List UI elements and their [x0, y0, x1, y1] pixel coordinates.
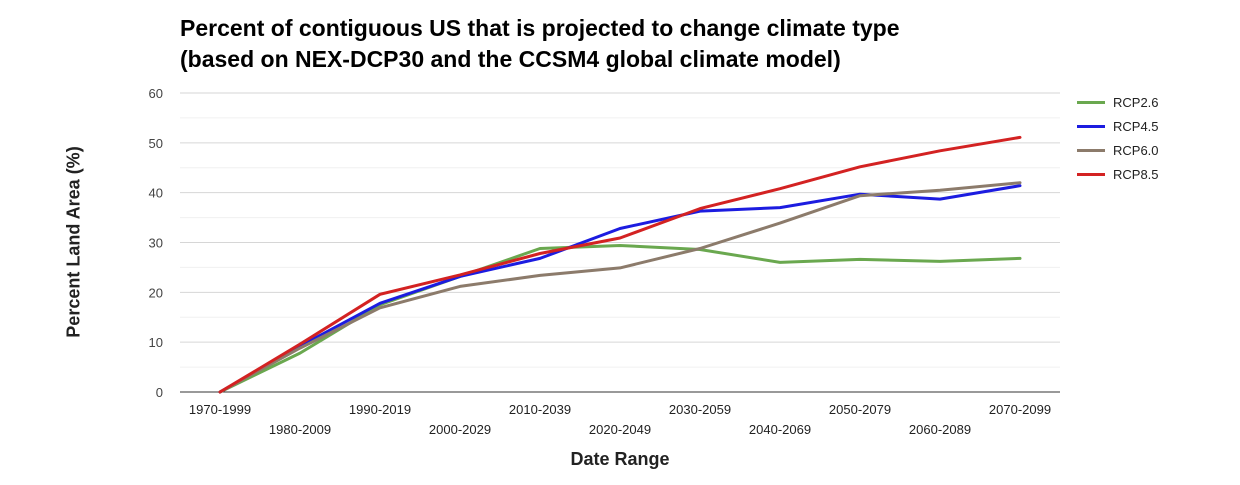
x-tick-label: 2050-2079: [829, 402, 891, 417]
legend-swatch: [1077, 148, 1105, 152]
x-tick-label: 1970-1999: [189, 402, 251, 417]
y-tick-label: 40: [149, 186, 163, 201]
x-tick-label: 2070-2099: [989, 402, 1051, 417]
series-line-rcp60: [218, 181, 1022, 394]
chart-title: Percent of contiguous US that is project…: [180, 13, 900, 75]
legend: RCP2.6 RCP4.5 RCP6.0 RCP8.5: [1077, 90, 1159, 186]
y-tick-label: 60: [149, 86, 163, 101]
y-tick-label: 0: [156, 385, 163, 400]
chart-title-line2: (based on NEX-DCP30 and the CCSM4 global…: [180, 46, 841, 72]
y-tick-label: 30: [149, 236, 163, 251]
x-tick-label: 2000-2029: [429, 422, 491, 437]
x-tick-label: 2020-2049: [589, 422, 651, 437]
x-tick-label: 2030-2059: [669, 402, 731, 417]
chart-title-line1: Percent of contiguous US that is project…: [180, 15, 900, 41]
legend-label: RCP2.6: [1113, 94, 1159, 110]
legend-label: RCP4.5: [1113, 118, 1159, 134]
x-tick-label: 2040-2069: [749, 422, 811, 437]
y-tick-label: 50: [149, 136, 163, 151]
legend-item: RCP6.0: [1077, 138, 1159, 162]
x-tick-label: 2060-2089: [909, 422, 971, 437]
x-tick-label: 2010-2039: [509, 402, 571, 417]
legend-label: RCP8.5: [1113, 166, 1159, 182]
x-axis-label: Date Range: [570, 449, 670, 469]
legend-item: RCP2.6: [1077, 90, 1159, 114]
legend-label: RCP6.0: [1113, 142, 1159, 158]
legend-item: RCP4.5: [1077, 114, 1159, 138]
legend-swatch: [1077, 100, 1105, 104]
x-tick-label: 1980-2009: [269, 422, 331, 437]
legend-item: RCP8.5: [1077, 162, 1159, 186]
y-tick-label: 20: [149, 285, 163, 300]
series-line-rcp85: [218, 135, 1022, 394]
y-tick-label: 10: [149, 335, 163, 350]
legend-swatch: [1077, 124, 1105, 128]
x-tick-label: 1990-2019: [349, 402, 411, 417]
series-line-rcp45: [218, 184, 1022, 394]
y-axis-label: Percent Land Area (%): [63, 146, 84, 338]
legend-swatch: [1077, 172, 1105, 176]
